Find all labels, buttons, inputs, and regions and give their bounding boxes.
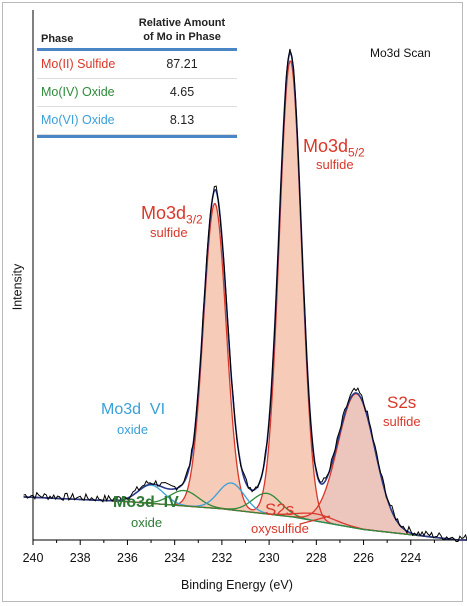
phase-amount: 8.13 (169, 113, 195, 127)
x-tick-label-234: 234 (164, 551, 185, 565)
table-header-amount: Relative Amount of Mo in Phase (127, 16, 237, 44)
component-area-3 (23, 393, 467, 540)
x-tick-label-226: 226 (353, 551, 374, 565)
x-tick-label-228: 228 (306, 551, 327, 565)
chart-title: Mo3d Scan (370, 46, 431, 60)
annotation-s2s-oxy-label: oxysulfide (251, 521, 309, 536)
table-row: Mo(IV) Oxide 4.65 (37, 79, 237, 107)
table-header-amount-line1: Relative Amount (138, 17, 226, 29)
annotation-mo3d52: Mo3d5/2 (303, 136, 365, 160)
table-header: Phase Relative Amount of Mo in Phase (37, 14, 237, 48)
phase-amount: 87.21 (166, 57, 198, 71)
annotation-s2s-oxy-title: S2s (265, 500, 295, 519)
annotation-mo3d32-main: Mo3d (141, 203, 187, 223)
x-tick-label-238: 238 (70, 551, 91, 565)
annotation-mo3d-vi-label: oxide (117, 422, 149, 437)
x-tick-label-232: 232 (211, 551, 232, 565)
phase-table: Phase Relative Amount of Mo in Phase Mo(… (37, 14, 237, 138)
annotation-mo3d52-label: sulfide (316, 157, 354, 172)
annotation-mo3d-iv-title: Mo3d IV (113, 494, 179, 511)
phase-name: Mo(II) Sulfide (41, 57, 116, 71)
annotation-mo3d32-label: sulfide (150, 225, 188, 240)
annotation-mo3d52-sub: 5/2 (348, 145, 365, 160)
envelope-line (23, 51, 467, 541)
phase-name: Mo(IV) Oxide (41, 85, 115, 99)
table-top-rule (37, 48, 237, 51)
table-header-amount-line2: of Mo in Phase (143, 31, 221, 43)
annotation-mo3d32-sub: 3/2 (186, 212, 203, 227)
table-header-phase: Phase (41, 33, 74, 45)
table-row: Mo(II) Sulfide 87.21 (37, 51, 237, 79)
table-row: Mo(VI) Oxide 8.13 (37, 107, 237, 135)
y-axis-label: Intensity (10, 263, 25, 311)
oxysulfide-pointer (299, 515, 331, 525)
annotation-mo3d-vi-title: Mo3d VI (101, 401, 166, 418)
x-tick-label-236: 236 (117, 551, 138, 565)
x-tick-label-224: 224 (400, 551, 421, 565)
annotation-mo3d52-main: Mo3d (303, 136, 349, 156)
chart-frame (2, 2, 463, 602)
annotation-mo3d-iv-label: oxide (131, 515, 163, 530)
x-tick-label-240: 240 (23, 551, 44, 565)
annotation-mo3d32: Mo3d3/2 (141, 203, 203, 227)
raw-spectrum-line (23, 48, 467, 543)
table-bottom-rule (37, 135, 237, 138)
phase-name: Mo(VI) Oxide (41, 113, 115, 127)
x-tick-label-230: 230 (259, 551, 280, 565)
x-axis-label: Binding Energy (eV) (181, 578, 293, 592)
annotation-s2s-sulfide-title: S2s (387, 393, 417, 412)
phase-amount: 4.65 (169, 85, 195, 99)
annotation-s2s-sulfide-label: sulfide (383, 414, 421, 429)
